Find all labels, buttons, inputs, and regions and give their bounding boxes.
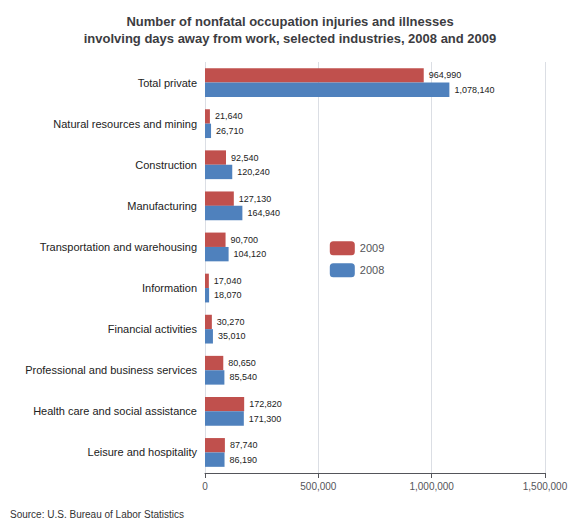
svg-text:164,940: 164,940: [247, 208, 280, 218]
svg-text:Professional and business serv: Professional and business services: [25, 364, 197, 376]
svg-text:21,640: 21,640: [215, 111, 243, 121]
svg-text:171,300: 171,300: [249, 414, 282, 424]
svg-text:127,130: 127,130: [239, 194, 272, 204]
svg-text:30,270: 30,270: [217, 317, 245, 327]
svg-text:26,710: 26,710: [216, 126, 244, 136]
svg-text:35,010: 35,010: [218, 331, 246, 341]
svg-text:involving days away from work,: involving days away from work, selected …: [84, 31, 497, 46]
svg-text:85,540: 85,540: [229, 372, 257, 382]
svg-text:Natural resources and mining: Natural resources and mining: [53, 118, 197, 130]
svg-text:80,650: 80,650: [228, 358, 256, 368]
svg-text:Leisure and hospitality: Leisure and hospitality: [88, 446, 198, 458]
svg-text:Construction: Construction: [135, 159, 197, 171]
svg-text:Total private: Total private: [138, 77, 197, 89]
svg-text:172,820: 172,820: [249, 399, 282, 409]
svg-text:18,070: 18,070: [214, 290, 242, 300]
svg-text:17,040: 17,040: [214, 276, 242, 286]
svg-text:1,078,140: 1,078,140: [454, 85, 494, 95]
svg-text:Information: Information: [142, 282, 197, 294]
svg-text:0: 0: [202, 481, 208, 492]
svg-text:Transportation and warehousing: Transportation and warehousing: [40, 241, 197, 253]
svg-text:Number of nonfatal occupation: Number of nonfatal occupation injuries a…: [126, 14, 453, 29]
svg-text:86,190: 86,190: [230, 455, 258, 465]
svg-text:87,740: 87,740: [230, 440, 258, 450]
svg-text:Source: U.S. Bureau of Labor S: Source: U.S. Bureau of Labor Statistics: [10, 509, 184, 520]
svg-text:Health care and social assista: Health care and social assistance: [33, 405, 197, 417]
svg-text:90,700: 90,700: [231, 235, 259, 245]
svg-text:2009: 2009: [360, 242, 384, 254]
svg-text:Manufacturing: Manufacturing: [127, 200, 197, 212]
svg-text:92,540: 92,540: [231, 153, 259, 163]
svg-text:500,000: 500,000: [300, 481, 337, 492]
svg-text:964,990: 964,990: [429, 70, 462, 80]
svg-text:1,000,000: 1,000,000: [409, 481, 454, 492]
svg-text:2008: 2008: [360, 264, 384, 276]
svg-text:Financial activities: Financial activities: [108, 323, 198, 335]
svg-text:120,240: 120,240: [237, 167, 270, 177]
svg-text:104,120: 104,120: [234, 249, 267, 259]
svg-text:1,500,000: 1,500,000: [523, 481, 568, 492]
